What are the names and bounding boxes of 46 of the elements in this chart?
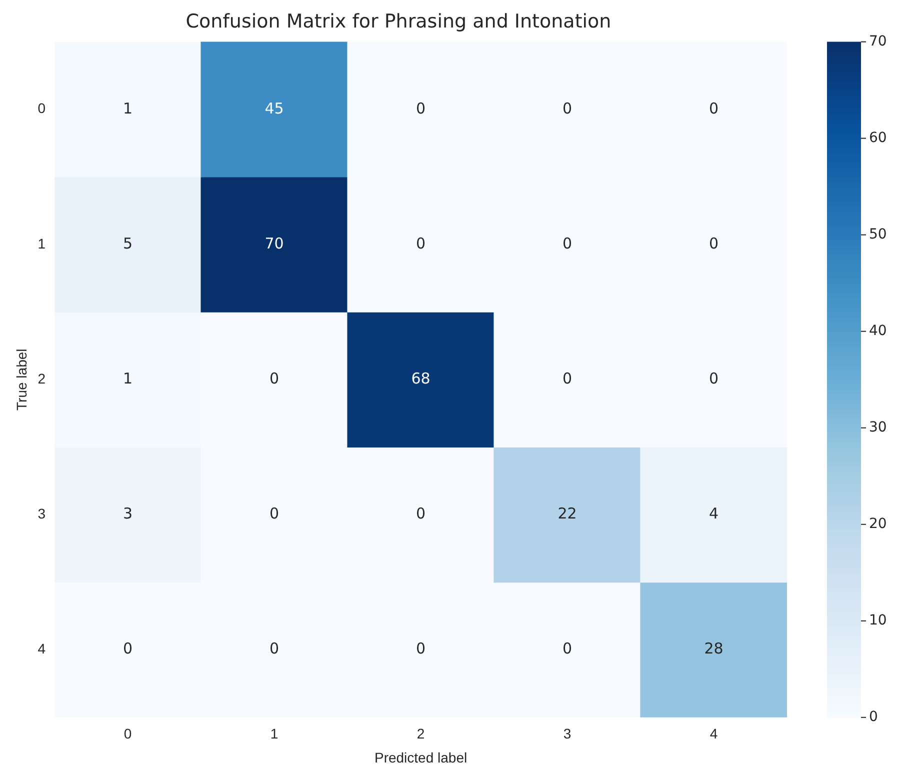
color-bar-label: 40 — [869, 322, 887, 339]
y-tick-label: 4 — [38, 640, 46, 657]
data-label: 0 — [416, 99, 426, 118]
data-label: 0 — [708, 234, 719, 252]
color-bar-label: 20 — [869, 516, 887, 532]
y-axis-title: True label — [13, 348, 30, 410]
color-bar-label: 30 — [869, 420, 887, 436]
y-tick-label: 0 — [38, 100, 46, 116]
y-tick-label: 2 — [38, 370, 46, 386]
color-bar-label: 10 — [869, 612, 887, 629]
data-label: 68 — [411, 369, 430, 388]
color-bar-label: 50 — [869, 226, 887, 242]
data-label: 0 — [562, 99, 572, 118]
x-tick-label: 1 — [270, 726, 278, 742]
data-label: 1 — [123, 99, 133, 118]
color-bar-label: 60 — [869, 130, 887, 146]
data-label: 4 — [708, 504, 719, 523]
data-label: 0 — [270, 640, 280, 658]
chart-title: Confusion Matrix for Phrasing and Intonation — [186, 10, 612, 32]
data-label: 70 — [264, 234, 284, 252]
color-bar-label: 0 — [869, 709, 878, 726]
data-label: 1 — [123, 369, 133, 388]
data-label: 45 — [264, 99, 284, 118]
data-label: 0 — [708, 99, 719, 118]
data-label: 0 — [123, 640, 133, 658]
x-tick-label: 3 — [563, 726, 572, 742]
color-bar-label: 70 — [869, 33, 887, 50]
x-tick-label: 2 — [416, 726, 425, 742]
data-label: 5 — [123, 234, 133, 252]
data-label: 0 — [416, 640, 426, 658]
x-tick-label: 4 — [710, 726, 718, 742]
data-label: 3 — [123, 504, 133, 523]
x-axis-title: Predicted label — [374, 749, 468, 766]
data-label: 0 — [270, 369, 280, 388]
data-label: 0 — [562, 640, 572, 658]
x-tick-label: 0 — [124, 726, 132, 742]
data-label: 22 — [558, 504, 577, 523]
data-label: 0 — [562, 369, 572, 388]
data-label: 0 — [708, 369, 719, 388]
y-tick-label: 1 — [38, 235, 46, 252]
data-label: 0 — [270, 504, 280, 523]
y-tick-label: 3 — [38, 506, 46, 522]
data-label: 0 — [416, 234, 426, 252]
data-label: 28 — [704, 640, 724, 658]
data-label: 0 — [562, 234, 572, 252]
data-label: 0 — [416, 504, 426, 523]
